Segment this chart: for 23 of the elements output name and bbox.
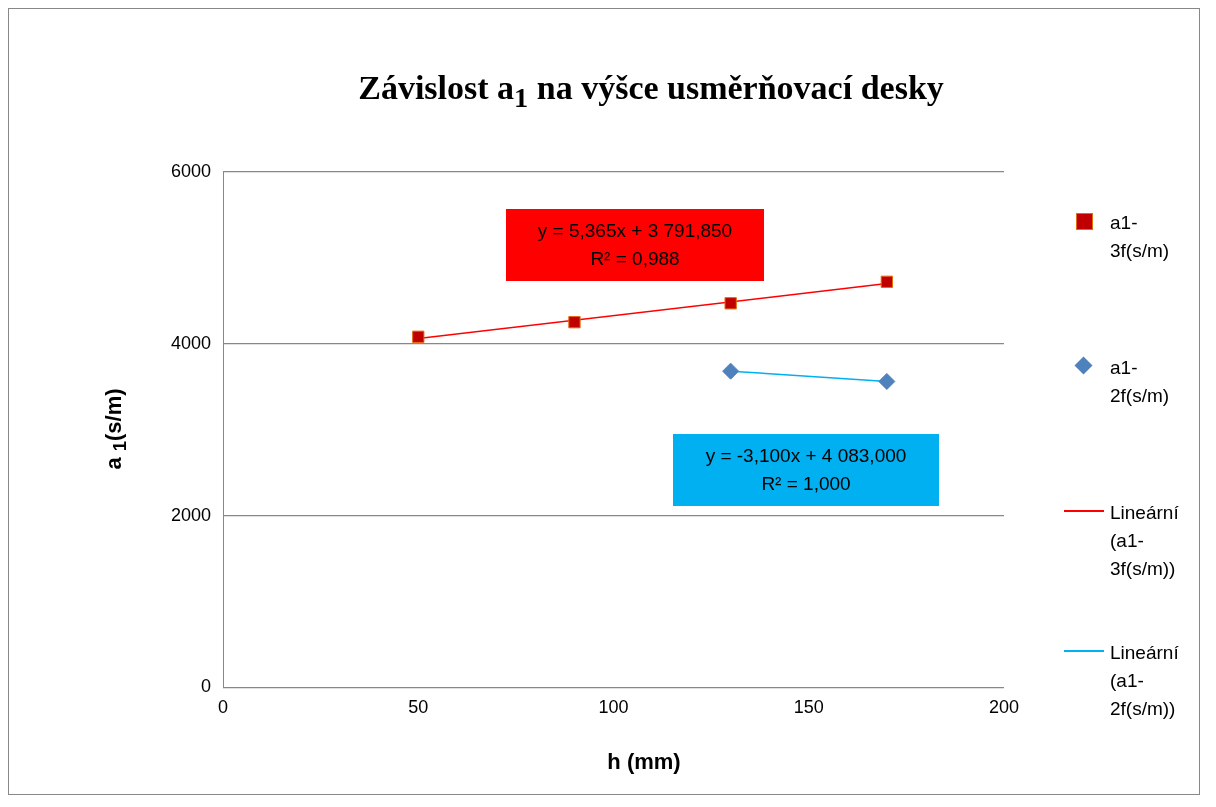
legend-label: Lineární (a1-3f(s/m)) bbox=[1110, 501, 1180, 581]
point bbox=[568, 316, 581, 329]
point bbox=[880, 275, 893, 288]
x-tick-label: 100 bbox=[598, 697, 629, 718]
x-axis-title: h (mm) bbox=[606, 749, 682, 775]
point bbox=[412, 330, 425, 343]
x-tick-label: 200 bbox=[988, 697, 1020, 718]
y-tick-label: 2000 bbox=[171, 504, 212, 525]
point bbox=[878, 372, 896, 390]
y-tick-label: 4000 bbox=[171, 332, 212, 353]
point bbox=[722, 362, 740, 380]
annotation: y = 5,365x + 3 791,850 R² = 0,988 bbox=[536, 219, 734, 271]
x-tick-label: 150 bbox=[793, 697, 824, 718]
x-tick-label: 0 bbox=[218, 697, 229, 718]
legend-label: Lineární (a1-2f(s/m)) bbox=[1110, 641, 1180, 721]
legend-label: a1-3f(s/m) bbox=[1110, 211, 1171, 263]
x-tick-label: 50 bbox=[408, 697, 429, 718]
y-tick-label: 6000 bbox=[171, 160, 212, 181]
point bbox=[724, 297, 737, 310]
chart-title: Závislost a$_{1}$ na výšce usměrňovací desky bbox=[357, 69, 945, 114]
y-tick-label: 0 bbox=[201, 676, 212, 697]
annotation: y = -3,100x + 4 083,000 R² = 1,000 bbox=[704, 444, 908, 496]
legend-label: a1-2f(s/m) bbox=[1110, 356, 1171, 408]
